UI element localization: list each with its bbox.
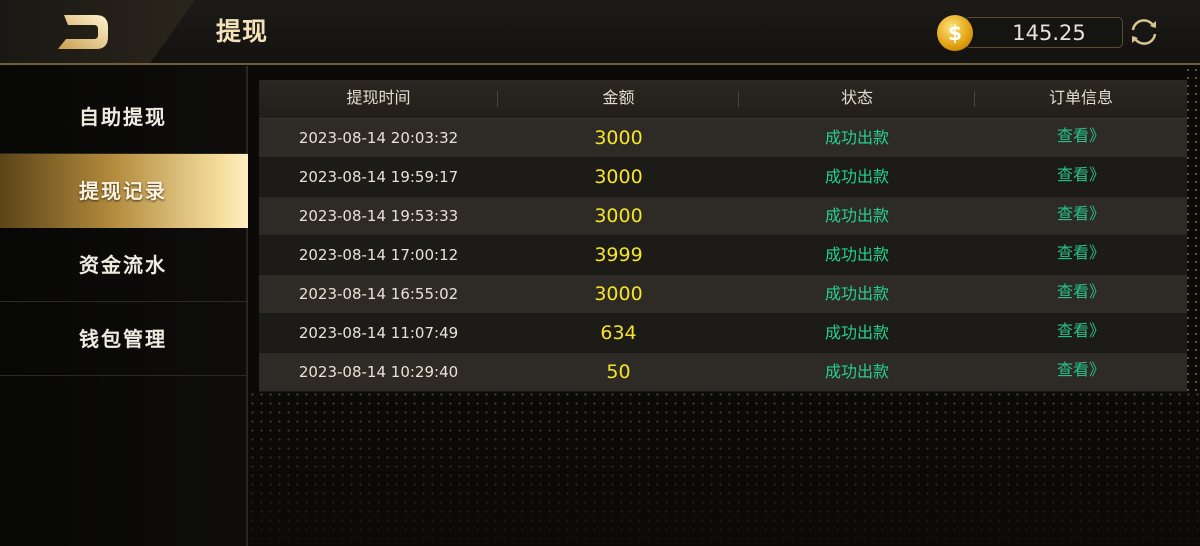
- status: 成功出款: [824, 245, 889, 264]
- amount: 3000: [594, 205, 643, 227]
- page-title: 提现: [216, 17, 269, 46]
- table-row: 2023-08-14 17:00:12 3999 成功出款 查看》: [259, 236, 1187, 275]
- amount: 634: [600, 322, 637, 344]
- amount: 3000: [594, 283, 643, 305]
- status: 成功出款: [824, 167, 889, 186]
- column-header-time: 提现时间: [259, 80, 498, 118]
- table-row: 2023-08-14 19:53:33 3000 成功出款 查看》: [259, 197, 1187, 236]
- sidebar-item-self-withdraw[interactable]: 自助提现: [0, 80, 248, 154]
- withdraw-records-table: 提现时间 金额 状态 订单信息 2023-08-14 20:03:32 3000 成…: [259, 80, 1187, 392]
- status: 成功出款: [824, 284, 889, 303]
- status: 成功出款: [824, 206, 889, 225]
- view-order-link[interactable]: 查看》: [1056, 243, 1105, 262]
- column-header-amount: 金额: [498, 80, 739, 118]
- status: 成功出款: [824, 128, 889, 147]
- view-order-link[interactable]: 查看》: [1056, 126, 1105, 145]
- view-order-link[interactable]: 查看》: [1056, 321, 1105, 340]
- view-order-link[interactable]: 查看》: [1056, 165, 1105, 184]
- status: 成功出款: [824, 362, 889, 381]
- sidebar: 自助提现 提现记录 资金流水 钱包管理: [0, 66, 248, 546]
- withdraw-time: 2023-08-14 20:03:32: [298, 129, 459, 147]
- table-row: 2023-08-14 20:03:32 3000 成功出款 查看》: [259, 119, 1187, 158]
- table-header: 提现时间 金额 状态 订单信息: [259, 80, 1187, 119]
- dotted-background-edge: [1184, 66, 1200, 396]
- view-order-link[interactable]: 查看》: [1056, 360, 1105, 379]
- refresh-icon[interactable]: [1128, 16, 1160, 48]
- table-row: 2023-08-14 19:59:17 3000 成功出款 查看》: [259, 158, 1187, 197]
- sidebar-item-withdraw-records[interactable]: 提现记录: [0, 154, 248, 228]
- header: 提现 145.25 $: [0, 0, 1200, 65]
- column-header-status: 状态: [739, 80, 975, 118]
- view-order-link[interactable]: 查看》: [1056, 282, 1105, 301]
- dotted-background: [248, 390, 1200, 546]
- amount: 3999: [594, 244, 643, 266]
- amount: 3000: [594, 127, 643, 149]
- column-header-order-info: 订单信息: [1048, 88, 1113, 107]
- status: 成功出款: [824, 323, 889, 342]
- table-row: 2023-08-14 10:29:40 50 成功出款 查看》: [259, 353, 1187, 392]
- table-row: 2023-08-14 11:07:49 634 成功出款 查看》: [259, 314, 1187, 353]
- sidebar-item-fund-flow[interactable]: 资金流水: [0, 228, 248, 302]
- withdraw-time: 2023-08-14 10:29:40: [298, 363, 459, 381]
- table-row: 2023-08-14 16:55:02 3000 成功出款 查看》: [259, 275, 1187, 314]
- balance-display: 145.25: [965, 17, 1123, 48]
- withdraw-time: 2023-08-14 16:55:02: [298, 285, 459, 303]
- amount: 3000: [594, 166, 643, 188]
- withdraw-time: 2023-08-14 11:07:49: [298, 324, 459, 342]
- withdraw-time: 2023-08-14 17:00:12: [298, 246, 459, 264]
- view-order-link[interactable]: 查看》: [1056, 204, 1105, 223]
- withdraw-time: 2023-08-14 19:59:17: [298, 168, 459, 186]
- coin-icon: $: [937, 15, 973, 51]
- back-d-icon[interactable]: [58, 15, 110, 49]
- withdraw-time: 2023-08-14 19:53:33: [298, 207, 459, 225]
- amount: 50: [606, 361, 631, 383]
- sidebar-item-wallet-management[interactable]: 钱包管理: [0, 302, 248, 376]
